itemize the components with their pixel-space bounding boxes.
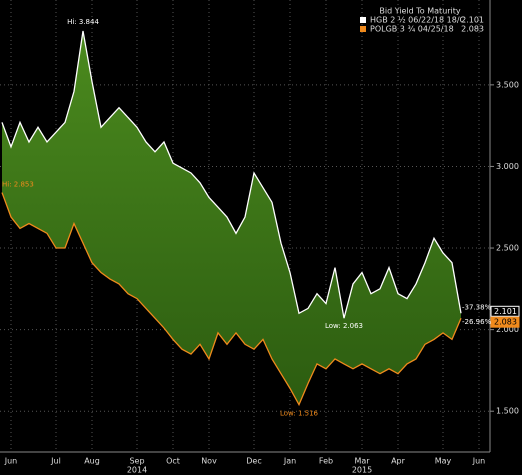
y-tick-label: 3.500 — [496, 80, 519, 89]
x-tick-label: Feb — [319, 457, 333, 466]
legend-swatch — [360, 17, 366, 23]
legend-swatch — [360, 26, 366, 32]
y-tick-label: 2.000 — [496, 325, 519, 334]
y-tick-label: 3.000 — [496, 162, 519, 171]
x-tick-label: May — [435, 457, 452, 466]
year-label: 2015 — [352, 466, 372, 475]
x-tick-label: Mar — [354, 457, 370, 466]
y-tick-label: 2.500 — [496, 244, 519, 253]
legend — [355, 4, 485, 36]
x-tick-label: Jun — [4, 457, 18, 466]
annotation: -26.96% — [462, 318, 492, 326]
legend-title: Bid Yield To Maturity — [379, 7, 461, 16]
last-value-box — [490, 305, 520, 317]
x-tick-label: Nov — [201, 457, 217, 466]
annotation: Low: 1.516 — [280, 410, 319, 418]
series-line — [1, 30, 462, 319]
x-tick-label: Jan — [283, 457, 296, 466]
annotation: Low: 2.063 — [325, 322, 363, 330]
year-label: 2014 — [127, 466, 147, 475]
legend-value: 2.101 — [461, 16, 484, 25]
series-line — [1, 192, 462, 407]
x-tick-label: Dec — [246, 457, 261, 466]
y-tick-label: 1.500 — [496, 407, 519, 416]
annotation: -37.38% — [462, 303, 492, 311]
x-tick-label: Aug — [84, 457, 100, 466]
x-tick-label: Jul — [50, 457, 61, 466]
x-tick-label: Sep — [129, 457, 144, 466]
x-tick-label: Oct — [166, 457, 180, 466]
annotation: Hi: 3.844 — [67, 18, 99, 26]
annotation: Hi: 2.853 — [2, 181, 34, 189]
legend-label: POLGB 3 ¾ 04/25/18 — [370, 25, 454, 34]
legend-label: HGB 2 ½ 06/22/18 18/C — [370, 16, 466, 25]
last-value-label: 2.101 — [494, 307, 517, 316]
last-value-box — [490, 316, 520, 328]
x-tick-label: Jun — [472, 457, 486, 466]
last-value-label: 2.083 — [494, 318, 517, 327]
legend-value: 2.083 — [461, 25, 484, 34]
x-tick-label: Apr — [391, 457, 406, 466]
